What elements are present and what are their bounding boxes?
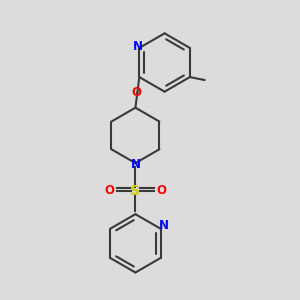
Text: O: O: [104, 184, 114, 197]
Text: N: N: [159, 219, 169, 232]
Text: S: S: [130, 184, 140, 198]
Text: O: O: [157, 184, 167, 197]
Text: O: O: [131, 86, 141, 99]
Text: N: N: [130, 158, 140, 171]
Text: N: N: [133, 40, 143, 53]
